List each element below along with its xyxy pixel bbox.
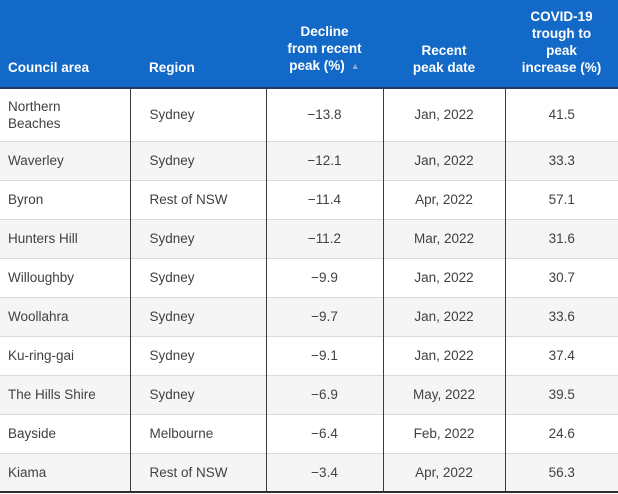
region-cell: Sydney bbox=[130, 140, 267, 180]
increase-cell: 24.6 bbox=[505, 413, 618, 453]
region-cell: Sydney bbox=[130, 374, 267, 414]
increase-cell: 56.3 bbox=[505, 452, 618, 492]
council-area-cell: The Hills Shire bbox=[0, 374, 131, 414]
peak-date-cell: Feb, 2022 bbox=[383, 413, 506, 453]
region-cell: Sydney bbox=[130, 88, 267, 141]
decline-cell: −12.1 bbox=[266, 140, 384, 180]
table-body: Northern Beaches Sydney −13.8 Jan, 2022 … bbox=[0, 88, 618, 492]
increase-cell: 37.4 bbox=[505, 335, 618, 375]
table-row: Kiama Rest of NSW −3.4 Apr, 2022 56.3 bbox=[0, 452, 618, 492]
peak-date-cell: May, 2022 bbox=[383, 374, 506, 414]
increase-cell: 30.7 bbox=[505, 257, 618, 297]
peak-date-cell: Jan, 2022 bbox=[383, 140, 506, 180]
column-header-recent-peak-date[interactable]: Recent peak date bbox=[383, 0, 505, 89]
peak-date-cell: Jan, 2022 bbox=[383, 296, 506, 336]
region-cell: Sydney bbox=[130, 296, 267, 336]
decline-cell: −13.8 bbox=[266, 88, 384, 141]
council-area-cell: Northern Beaches bbox=[0, 88, 131, 141]
column-header-label: COVID-19 trough to peak increase (%) bbox=[521, 9, 602, 75]
table-row: Waverley Sydney −12.1 Jan, 2022 33.3 bbox=[0, 140, 618, 180]
increase-cell: 57.1 bbox=[505, 179, 618, 219]
table-row: Willoughby Sydney −9.9 Jan, 2022 30.7 bbox=[0, 257, 618, 297]
region-cell: Rest of NSW bbox=[130, 179, 267, 219]
table-header: Council area Region Decline from recent … bbox=[0, 0, 618, 89]
council-area-cell: Waverley bbox=[0, 140, 131, 180]
column-header-label: Decline from recent peak (%) bbox=[287, 24, 362, 73]
peak-date-cell: Jan, 2022 bbox=[383, 88, 506, 141]
decline-cell: −6.4 bbox=[266, 413, 384, 453]
increase-cell: 39.5 bbox=[505, 374, 618, 414]
council-area-cell: Hunters Hill bbox=[0, 218, 131, 258]
council-area-cell: Ku-ring-gai bbox=[0, 335, 131, 375]
column-header-label: Council area bbox=[8, 60, 90, 75]
decline-cell: −11.2 bbox=[266, 218, 384, 258]
region-cell: Melbourne bbox=[130, 413, 267, 453]
council-area-cell: Bayside bbox=[0, 413, 131, 453]
column-header-covid-trough-to-peak-increase[interactable]: COVID-19 trough to peak increase (%) bbox=[505, 0, 618, 89]
sort-ascending-icon: ▲ bbox=[350, 61, 360, 71]
increase-cell: 31.6 bbox=[505, 218, 618, 258]
council-area-cell: Willoughby bbox=[0, 257, 131, 297]
table-row: The Hills Shire Sydney −6.9 May, 2022 39… bbox=[0, 374, 618, 414]
table-row: Woollahra Sydney −9.7 Jan, 2022 33.6 bbox=[0, 296, 618, 336]
decline-cell: −6.9 bbox=[266, 374, 384, 414]
region-cell: Sydney bbox=[130, 335, 267, 375]
peak-date-cell: Jan, 2022 bbox=[383, 335, 506, 375]
column-header-council-area[interactable]: Council area bbox=[0, 0, 130, 89]
increase-cell: 33.3 bbox=[505, 140, 618, 180]
decline-cell: −3.4 bbox=[266, 452, 384, 492]
peak-date-cell: Mar, 2022 bbox=[383, 218, 506, 258]
council-area-cell: Kiama bbox=[0, 452, 131, 492]
table-row: Byron Rest of NSW −11.4 Apr, 2022 57.1 bbox=[0, 179, 618, 219]
column-header-label: Region bbox=[149, 60, 195, 75]
peak-date-cell: Jan, 2022 bbox=[383, 257, 506, 297]
region-cell: Rest of NSW bbox=[130, 452, 267, 492]
decline-cell: −11.4 bbox=[266, 179, 384, 219]
region-cell: Sydney bbox=[130, 257, 267, 297]
increase-cell: 33.6 bbox=[505, 296, 618, 336]
decline-cell: −9.9 bbox=[266, 257, 384, 297]
council-area-cell: Woollahra bbox=[0, 296, 131, 336]
column-header-decline-from-recent-peak[interactable]: Decline from recent peak (%) ▲ bbox=[266, 0, 383, 89]
table-row: Northern Beaches Sydney −13.8 Jan, 2022 … bbox=[0, 88, 618, 141]
council-area-cell: Byron bbox=[0, 179, 131, 219]
decline-cell: −9.1 bbox=[266, 335, 384, 375]
column-header-label: Recent peak date bbox=[412, 43, 476, 75]
table-row: Bayside Melbourne −6.4 Feb, 2022 24.6 bbox=[0, 413, 618, 453]
column-header-region[interactable]: Region bbox=[130, 0, 266, 89]
peak-date-cell: Apr, 2022 bbox=[383, 179, 506, 219]
peak-date-cell: Apr, 2022 bbox=[383, 452, 506, 492]
decline-cell: −9.7 bbox=[266, 296, 384, 336]
increase-cell: 41.5 bbox=[548, 107, 575, 123]
header-row: Council area Region Decline from recent … bbox=[0, 0, 618, 89]
table-row: Ku-ring-gai Sydney −9.1 Jan, 2022 37.4 bbox=[0, 335, 618, 375]
table-row: Hunters Hill Sydney −11.2 Mar, 2022 31.6 bbox=[0, 218, 618, 258]
region-cell: Sydney bbox=[130, 218, 267, 258]
